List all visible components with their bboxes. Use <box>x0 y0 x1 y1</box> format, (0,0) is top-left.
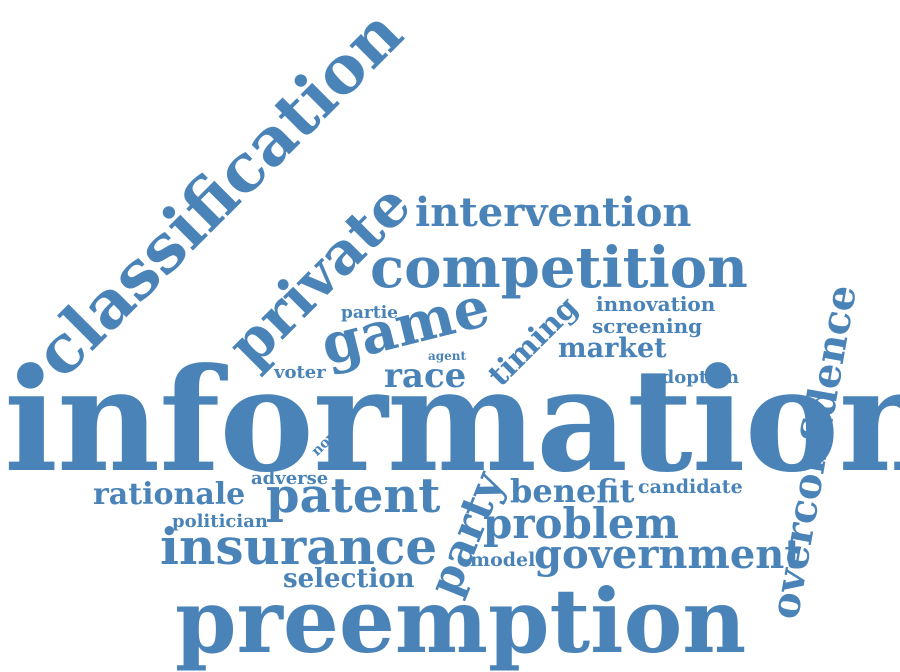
word-selection: selection <box>283 564 415 594</box>
word-race: race <box>384 356 467 396</box>
word-competition: competition <box>370 235 748 301</box>
word-politician: politician <box>172 511 268 532</box>
word-screening: screening <box>592 314 703 338</box>
word-preemption: preemption <box>175 569 747 672</box>
word-model: model <box>470 549 536 571</box>
word-partie: partie <box>341 303 398 323</box>
word-intervention: intervention <box>415 189 692 236</box>
word-benefit: benefit <box>510 472 635 510</box>
word-candidate: candidate <box>638 476 743 498</box>
word-patent: patent <box>266 468 441 524</box>
word-agent: agent <box>428 349 467 363</box>
word-adverse: adverse <box>251 468 329 489</box>
word-insurance: insurance <box>160 517 438 576</box>
word-rationale: rationale <box>93 477 246 512</box>
word-problem: problem <box>483 499 679 548</box>
word-voter: voter <box>274 362 326 383</box>
word-adoption: adoption <box>650 367 740 388</box>
word-innovation: innovation <box>596 292 716 316</box>
word-information: information <box>4 338 900 504</box>
word-market: market <box>558 333 667 364</box>
word-government: government <box>534 531 803 578</box>
